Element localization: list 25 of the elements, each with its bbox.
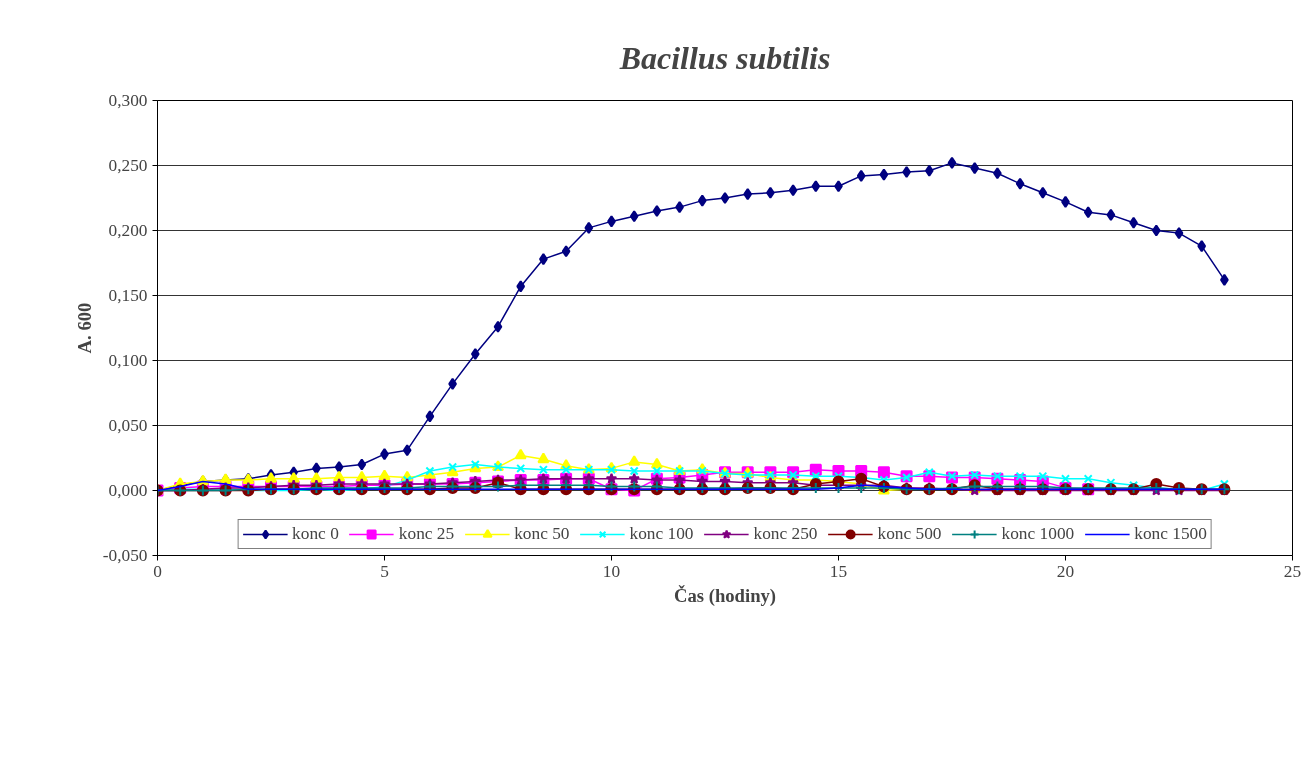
legend-label: konc 1500 — [1134, 524, 1207, 544]
x-tick-label: 10 — [602, 561, 621, 581]
y-tick-label: 0,200 — [108, 221, 148, 240]
x-tick-label: 20 — [1056, 561, 1075, 581]
y-tick-label: 0,150 — [108, 286, 148, 305]
legend-label: konc 250 — [753, 524, 818, 544]
legend-label: konc 50 — [514, 524, 570, 544]
legend-label: konc 1000 — [1001, 524, 1075, 544]
x-tick-label: 15 — [829, 561, 848, 581]
y-tick-label: -0,050 — [102, 546, 148, 565]
y-axis-title: A. 600 — [73, 302, 95, 354]
y-tick-label: 0,250 — [108, 156, 148, 175]
x-tick-label: 0 — [153, 561, 162, 581]
x-axis-title: Čas (hodiny) — [673, 584, 777, 607]
y-tick-label: 0,000 — [108, 481, 148, 500]
legend-label: konc 100 — [629, 524, 694, 544]
legend-label: konc 25 — [398, 524, 455, 544]
x-tick-label: 25 — [1283, 561, 1302, 581]
chart-title: Bacillus subtilis — [618, 39, 831, 76]
legend-label: konc 0 — [292, 524, 339, 544]
legend-label: konc 500 — [877, 524, 942, 544]
x-tick-label: 5 — [380, 561, 389, 581]
y-tick-label: 0,300 — [108, 91, 148, 110]
y-tick-label: 0,050 — [108, 416, 148, 435]
y-tick-label: 0,100 — [108, 351, 148, 370]
